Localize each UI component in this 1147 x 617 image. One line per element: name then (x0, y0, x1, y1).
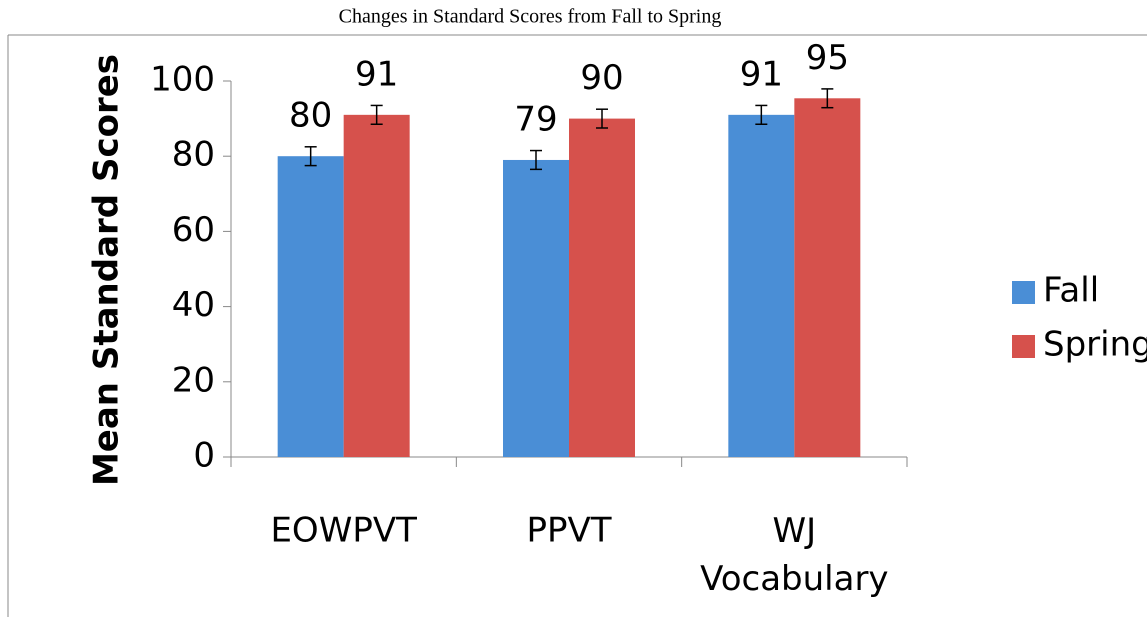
y-tick-label: 20 (172, 360, 215, 400)
y-tick-label: 60 (172, 210, 215, 250)
data-label: 80 (289, 96, 332, 136)
bar (277, 156, 344, 457)
y-tick-label: 0 (193, 436, 215, 476)
data-label: 95 (806, 38, 849, 78)
legend-swatch (1012, 335, 1035, 358)
legend-swatch (1012, 281, 1035, 304)
bar (343, 114, 410, 457)
data-label: 90 (580, 58, 623, 98)
chart-title: Changes in Standard Scores from Fall to … (339, 6, 722, 28)
y-axis-label: Mean Standard Scores (87, 54, 127, 486)
data-label: 91 (740, 54, 783, 94)
bar (503, 159, 569, 457)
y-tick-label: 100 (150, 60, 215, 100)
x-tick-label: WJ Vocabulary (700, 511, 888, 599)
y-tick-label: 40 (172, 285, 215, 325)
legend-label: Spring (1043, 325, 1147, 365)
legend-label: Fall (1043, 271, 1099, 311)
x-tick-label: EOWPVT (270, 511, 417, 551)
bar (794, 98, 861, 458)
data-label: 91 (355, 54, 398, 94)
bar (728, 114, 795, 457)
y-tick-label: 80 (172, 135, 215, 175)
data-label: 79 (514, 99, 557, 139)
bar (569, 118, 635, 457)
x-tick-label: PPVT (526, 511, 611, 551)
